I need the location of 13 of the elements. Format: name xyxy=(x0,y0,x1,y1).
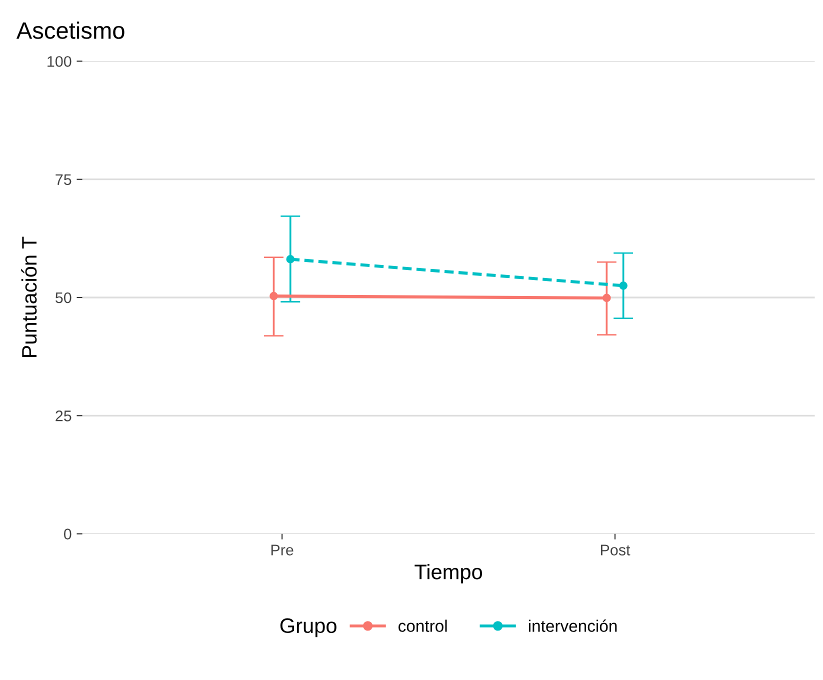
y-tick-label: 25 xyxy=(56,410,72,422)
y-tick-label: 50 xyxy=(56,292,72,304)
legend-label: intervención xyxy=(528,619,617,632)
x-axis-title: Tiempo xyxy=(414,564,482,584)
y-axis-title: Puntuación T xyxy=(21,236,37,357)
y-tick-label: 100 xyxy=(48,56,72,67)
legend-label: control xyxy=(398,620,447,632)
y-tick-label: 0 xyxy=(64,528,72,540)
y-tick-label: 75 xyxy=(56,174,72,186)
x-tick-label: Post xyxy=(600,544,630,556)
x-tick-label: Pre xyxy=(271,544,294,556)
legend-title: Grupo xyxy=(280,618,336,638)
chart-title: Ascetismo xyxy=(16,22,124,39)
